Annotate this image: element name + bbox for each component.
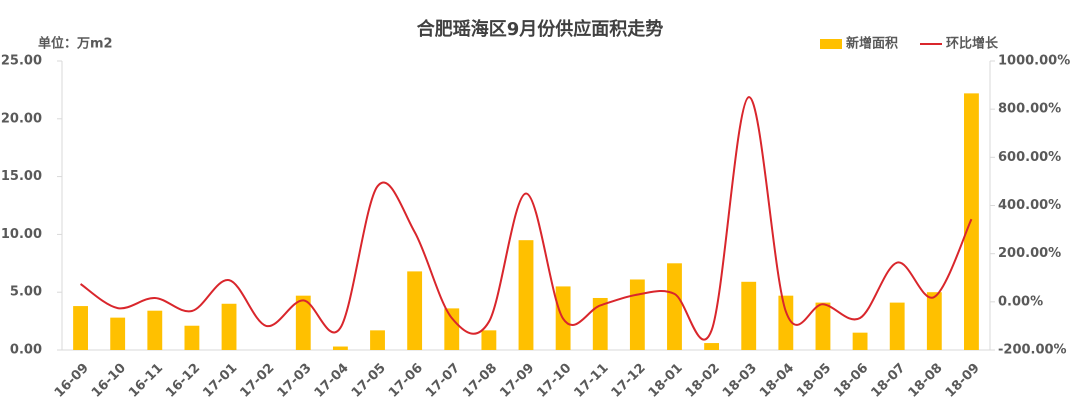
bar xyxy=(704,343,720,350)
bar xyxy=(592,297,608,350)
x-tick-label: 18-04 xyxy=(757,361,797,401)
bar xyxy=(741,281,757,350)
bar xyxy=(444,308,460,350)
x-tick-label: 18-03 xyxy=(720,361,760,401)
bar xyxy=(815,302,831,350)
bar xyxy=(332,346,348,350)
x-tick-label: 17-03 xyxy=(275,361,315,401)
x-tick-label: 17-06 xyxy=(386,361,426,401)
bar xyxy=(667,263,682,350)
bar xyxy=(221,303,237,350)
bar xyxy=(852,332,868,350)
legend-label: 新增面积 xyxy=(846,36,898,52)
y2-tick-label: 800.00% xyxy=(998,102,1061,117)
x-tick-label: 17-09 xyxy=(497,361,537,401)
bar xyxy=(110,317,126,350)
y2-tick-label: 400.00% xyxy=(998,198,1061,213)
x-tick-label: 16-09 xyxy=(52,361,92,401)
bar xyxy=(407,271,423,350)
x-tick-label: 17-01 xyxy=(200,361,240,401)
bar xyxy=(370,330,385,350)
bar xyxy=(778,295,794,350)
x-tick-label: 18-01 xyxy=(646,361,686,401)
y-tick-label: 15.00 xyxy=(1,169,42,184)
y2-tick-label: 600.00% xyxy=(998,150,1061,165)
x-tick-label: 17-10 xyxy=(534,361,574,401)
line xyxy=(79,96,973,341)
bar xyxy=(926,292,942,350)
y-tick-label: 25.00 xyxy=(1,54,42,69)
x-tick-label: 17-11 xyxy=(572,361,612,401)
legend-swatch xyxy=(820,39,842,49)
y-tick-label: 20.00 xyxy=(1,111,42,126)
x-tick-label: 18-07 xyxy=(868,361,908,401)
y2-tick-label: 1000.00% xyxy=(998,54,1070,69)
x-tick-label: 17-07 xyxy=(423,361,463,401)
bar xyxy=(184,325,200,350)
legend-label: 环比增长 xyxy=(946,36,999,52)
x-tick-label: 17-04 xyxy=(312,361,352,401)
x-tick-label: 17-08 xyxy=(460,361,500,401)
x-tick-label: 16-12 xyxy=(163,361,203,401)
x-tick-label: 18-09 xyxy=(943,361,983,401)
bar xyxy=(518,240,534,350)
chart-title: 合肥瑶海区9月份供应面积走势 xyxy=(417,18,664,40)
x-tick-label: 16-10 xyxy=(89,361,129,401)
bar xyxy=(889,302,905,350)
bar xyxy=(73,306,88,350)
y-tick-label: 10.00 xyxy=(1,227,42,242)
x-tick-label: 17-05 xyxy=(349,361,389,401)
y2-tick-label: 0.00% xyxy=(998,294,1043,309)
bar xyxy=(147,310,163,350)
unit-label: 单位：万m2 xyxy=(38,36,113,52)
x-tick-label: 17-02 xyxy=(237,361,277,401)
bar xyxy=(481,330,497,350)
y2-tick-label: 200.00% xyxy=(998,246,1061,261)
x-tick-label: 17-12 xyxy=(609,361,649,401)
bar xyxy=(295,295,311,350)
bar xyxy=(629,279,645,350)
x-tick-label: 18-05 xyxy=(794,361,834,401)
y2-tick-label: -200.00% xyxy=(998,343,1067,358)
x-tick-label: 18-08 xyxy=(906,361,946,401)
x-tick-label: 18-02 xyxy=(683,361,723,401)
x-tick-label: 16-11 xyxy=(126,361,166,401)
y-tick-label: 5.00 xyxy=(10,285,42,300)
y-tick-label: 0.00 xyxy=(10,343,42,358)
x-tick-label: 18-06 xyxy=(831,361,871,401)
